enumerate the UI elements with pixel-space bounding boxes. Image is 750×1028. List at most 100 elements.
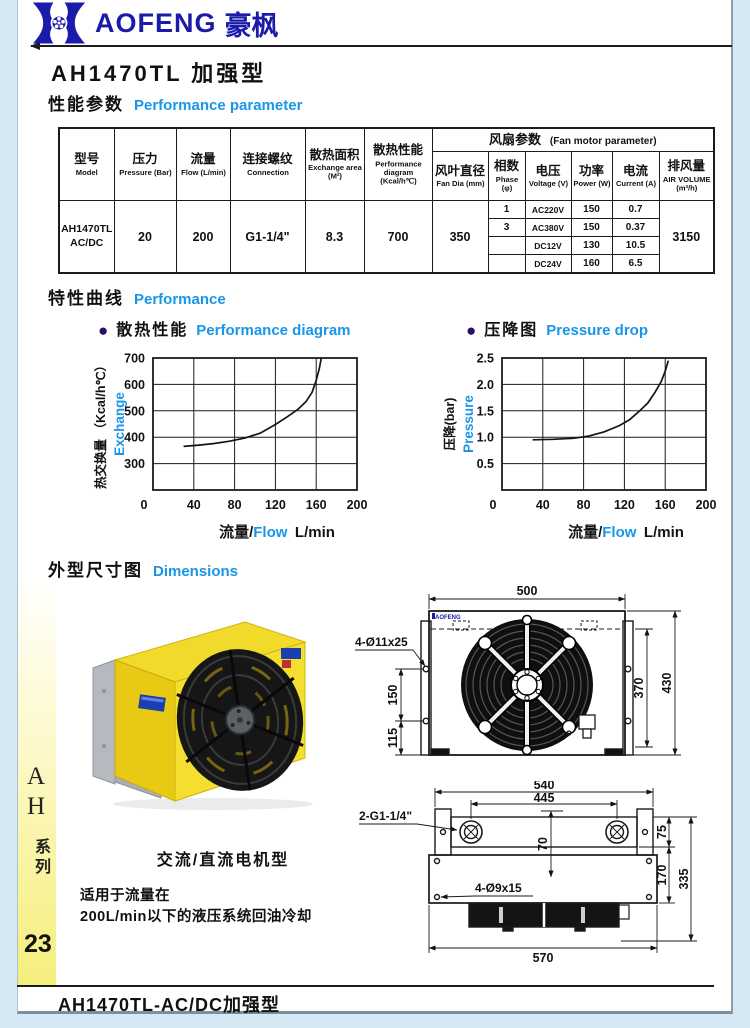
svg-text:40: 40	[187, 498, 201, 512]
application-note-line2: 200L/min以下的液压系统回油冷却	[80, 909, 312, 926]
cell-current: 10.5	[611, 236, 660, 255]
cell-pressure: 20	[113, 200, 177, 274]
svg-text:300: 300	[124, 457, 145, 471]
col-flow: 流量 Flow (L/min)	[175, 127, 231, 201]
svg-text:120: 120	[614, 498, 635, 512]
svg-text:热交换量 （Kcal/h℃）: 热交换量 （Kcal/h℃）	[93, 359, 108, 489]
dim-570: 570	[533, 951, 554, 965]
junction-box	[566, 714, 596, 739]
mini-logo: AOFENG	[435, 615, 461, 621]
series-letter-h: H	[27, 793, 46, 820]
page-title: AH1470TL 加强型	[51, 61, 267, 86]
cell-flow: 200	[175, 200, 231, 274]
col-area: 散热面积 Exchange area (M²)	[304, 127, 365, 201]
cell-power: 150	[570, 218, 613, 237]
dim-540: 540	[534, 781, 555, 792]
svg-text:0: 0	[490, 498, 497, 512]
cell-model: AH1470TL AC/DC	[58, 200, 115, 274]
dim-445: 445	[534, 791, 555, 805]
col-performance: 散热性能 Performance diagram (Kcal/h℃)	[363, 127, 433, 201]
svg-text:160: 160	[306, 498, 327, 512]
dim-370: 370	[632, 678, 646, 699]
hole-callout: 4-Ø11x25	[355, 635, 408, 649]
cell-phase: 3	[487, 218, 526, 237]
brand-name-cn: 豪枫	[224, 10, 279, 41]
section-title-en: Performance	[134, 291, 226, 308]
cell-performance: 700	[363, 200, 433, 274]
col-air-volume: 排风量 AIR VOLUME (m³/h)	[658, 151, 715, 201]
svg-text:160: 160	[655, 498, 676, 512]
bullet-icon: ●	[466, 321, 477, 340]
svg-text:流量/Flow L/min: 流量/Flow L/min	[568, 523, 684, 541]
brand-header: AOFENG 豪枫	[31, 2, 279, 44]
col-connection: 连接螺纹 Connection	[229, 127, 306, 201]
cell-current: 0.7	[611, 200, 660, 219]
dim-430: 430	[660, 673, 674, 694]
brand-logo-icon	[32, 2, 86, 44]
dim-115: 115	[386, 728, 400, 748]
cell-phase: 1	[487, 200, 526, 219]
footer-model-label: AH1470TL-AC/DC加强型	[58, 995, 281, 1015]
svg-text:400: 400	[124, 431, 145, 445]
dim-335: 335	[677, 869, 691, 890]
cell-phase	[487, 236, 526, 255]
dim-70: 70	[536, 837, 550, 851]
cell-connection: G1-1/4"	[229, 200, 306, 274]
cell-voltage: AC380V	[524, 218, 572, 237]
dim-75: 75	[655, 825, 669, 839]
hole-callout: 4-Ø9x15	[475, 881, 522, 895]
svg-text:Pressure: Pressure	[461, 395, 476, 453]
section-performance-parameter: 性能参数 Performance parameter	[48, 90, 302, 115]
cell-fan-dia: 350	[431, 200, 489, 274]
col-phase: 相数 Phase (φ)	[487, 151, 526, 201]
section-title-en: Performance parameter	[134, 97, 303, 114]
svg-text:0: 0	[141, 498, 148, 512]
port-callout: 2-G1-1/4"	[359, 809, 412, 823]
section-title-en: Dimensions	[153, 563, 239, 580]
svg-text:120: 120	[265, 498, 286, 512]
cell-phase	[487, 254, 526, 274]
col-model: 型号 Model	[58, 127, 115, 201]
table-row: DC12V 130 10.5	[59, 236, 714, 255]
chart1-title: ● 散热性能 Performance diagram	[98, 321, 351, 340]
footer-rule	[17, 985, 714, 987]
svg-text:2.0: 2.0	[477, 378, 494, 392]
table-row: 3 AC380V 150 0.37	[59, 218, 714, 237]
col-power: 功率 Power (W)	[570, 151, 613, 201]
svg-text:80: 80	[577, 498, 591, 512]
svg-text:80: 80	[228, 498, 242, 512]
application-note: 适用于流量在 200L/min以下的液压系统回油冷却	[80, 886, 312, 928]
dim-150: 150	[386, 685, 400, 706]
cell-voltage: DC24V	[524, 254, 572, 274]
application-note-line1: 适用于流量在	[80, 888, 170, 904]
performance-diagram-chart: 0 40 80 120 160 200 300 400 500 600 700 热交换量 （Kcal/…	[93, 352, 368, 542]
cell-voltage: AC220V	[524, 200, 572, 219]
fan-front-view	[461, 614, 593, 756]
chart2-title: ● 压降图 Pressure drop	[466, 321, 649, 340]
svg-text:1.0: 1.0	[477, 431, 494, 445]
svg-text:40: 40	[536, 498, 550, 512]
product-photo	[92, 621, 313, 810]
svg-text:压降(bar): 压降(bar)	[442, 398, 457, 451]
fan-grille	[176, 649, 304, 791]
svg-text:500: 500	[124, 404, 145, 418]
svg-text:600: 600	[124, 378, 145, 392]
cell-air-volume: 3150	[658, 200, 715, 274]
cell-current: 0.37	[611, 218, 660, 237]
dim-500: 500	[517, 584, 538, 598]
cell-power: 130	[570, 236, 613, 255]
cell-voltage: DC12V	[524, 236, 572, 255]
series-strip	[18, 578, 56, 985]
section-dimensions: 外型尺寸图 Dimensions	[48, 556, 238, 581]
page-frame: AOFENG 豪枫 AH1470TL 加强型 性能参数 Performance …	[17, 0, 733, 1014]
pressure-drop-chart: 0 40 80 120 160 200 0.5 1.0 1.5 2.0 2.5 压降(bar) Pres…	[442, 352, 716, 542]
svg-text:2.5: 2.5	[477, 352, 494, 366]
cell-current: 6.5	[611, 254, 660, 274]
section-title-cn: 外型尺寸图	[48, 561, 143, 580]
svg-text:200: 200	[347, 498, 368, 512]
photo-caption: 交流/直流电机型	[156, 852, 290, 869]
section-title-cn: 性能参数	[48, 95, 124, 114]
svg-text:0.5: 0.5	[477, 457, 494, 471]
series-letter-a: A	[27, 763, 46, 790]
